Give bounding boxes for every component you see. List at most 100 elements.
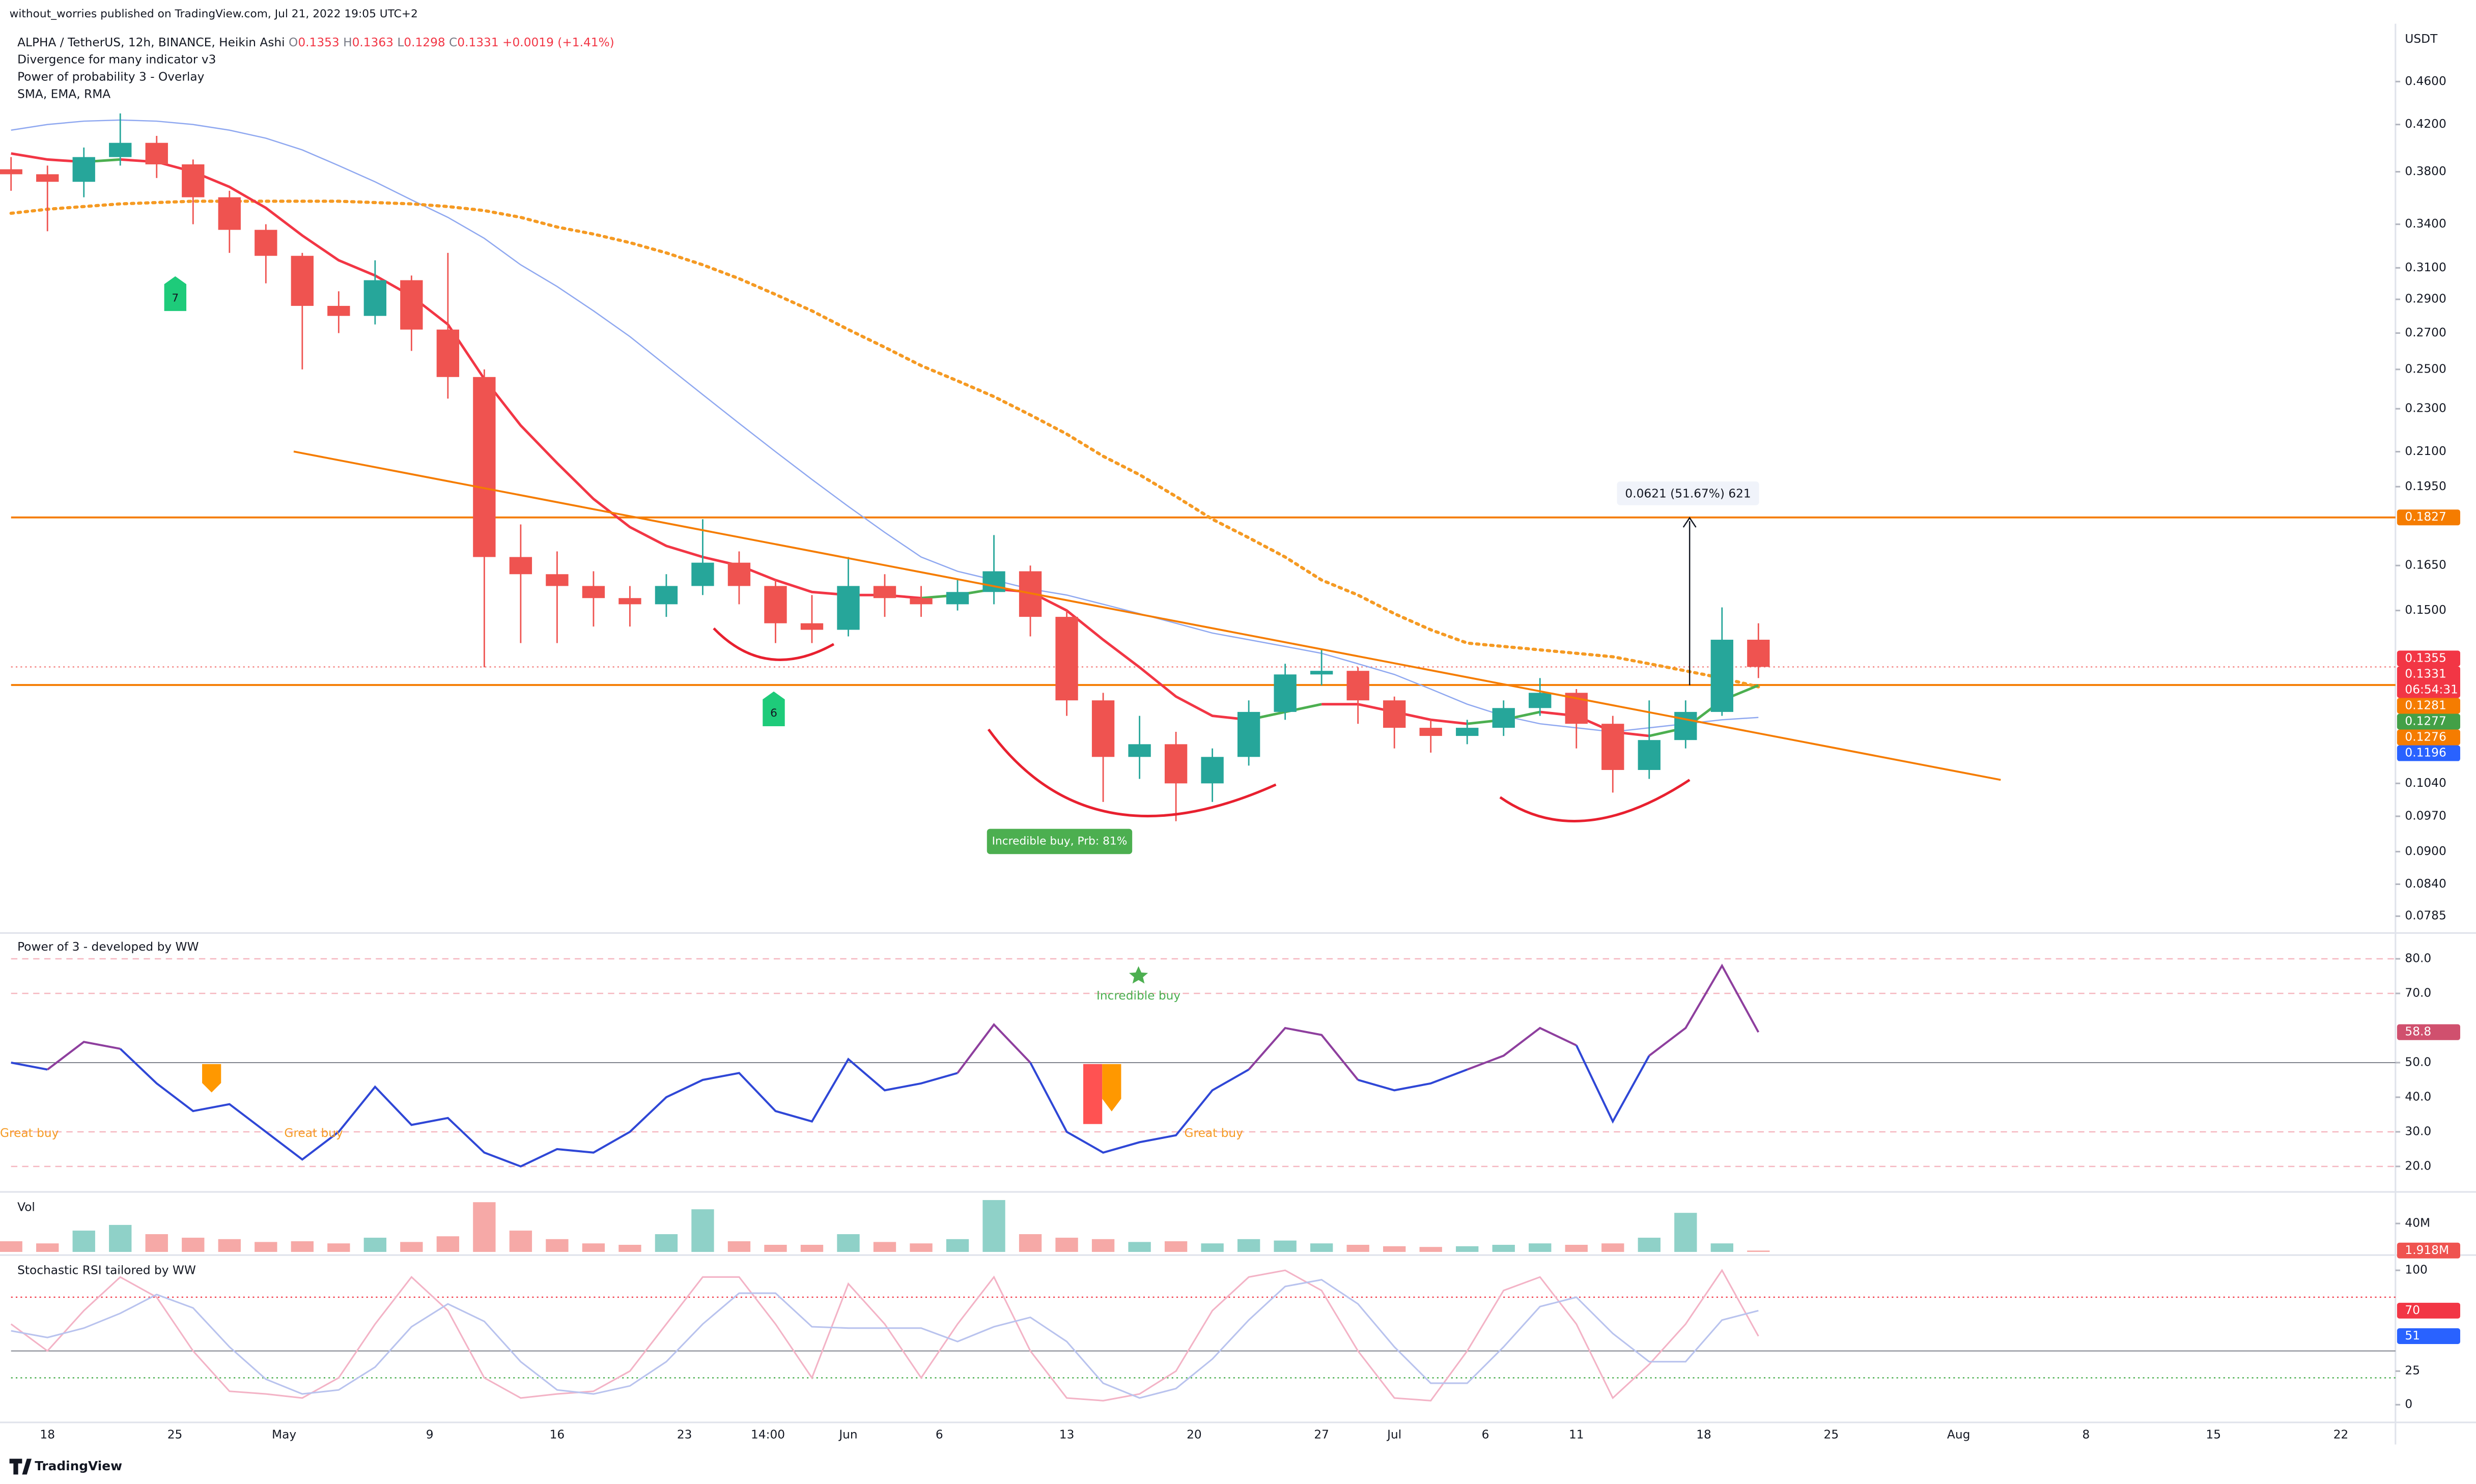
volume-bar xyxy=(145,1234,168,1252)
y-tick-label: 0.0900 xyxy=(2405,844,2446,858)
volume-bar xyxy=(1346,1245,1369,1252)
y-tick-label: 20.0 xyxy=(2405,1159,2431,1173)
osc-flag xyxy=(202,1064,221,1093)
y-tick-label: 0.0970 xyxy=(2405,809,2446,822)
candle-body xyxy=(1310,671,1333,675)
ohlc-value: 0.1363 xyxy=(352,35,393,49)
x-tick-label: May xyxy=(272,1428,296,1441)
candle-body xyxy=(1747,640,1770,667)
x-tick-label: Aug xyxy=(1947,1428,1970,1441)
volume-bar xyxy=(727,1241,751,1252)
change: +0.0019 (+1.41%) xyxy=(502,35,614,49)
osc-annotation: Great buy xyxy=(284,1126,343,1140)
x-tick-label: 25 xyxy=(1824,1428,1839,1441)
price-tag-label: 70 xyxy=(2405,1303,2420,1317)
arc-drawing xyxy=(713,627,835,661)
volume-bar xyxy=(1164,1241,1188,1252)
y-tick-label: 0.2300 xyxy=(2405,402,2446,415)
osc-flag xyxy=(1083,1064,1103,1124)
volume-bar xyxy=(1710,1243,1733,1252)
volume-bar xyxy=(327,1243,350,1252)
volume-bar xyxy=(946,1239,969,1252)
volume-bar xyxy=(509,1231,532,1252)
x-tick-label: 25 xyxy=(167,1428,183,1441)
line-series xyxy=(1539,710,1650,737)
volume-bar xyxy=(1638,1238,1661,1252)
volume-bar xyxy=(1601,1243,1624,1252)
volume-bar xyxy=(436,1236,460,1252)
volume-bar xyxy=(873,1242,896,1252)
y-tick-label: 0.1500 xyxy=(2405,603,2446,617)
candle-body xyxy=(1638,740,1661,770)
y-tick-label: 0.2700 xyxy=(2405,326,2446,339)
line-series xyxy=(1248,1026,1359,1081)
volume-bar xyxy=(1201,1243,1224,1252)
candle-body xyxy=(691,562,714,586)
candle-body xyxy=(1128,744,1151,757)
y-tick-label: 0.2900 xyxy=(2405,292,2446,306)
price-tag xyxy=(2397,745,2460,761)
marker-shield xyxy=(164,276,187,311)
volume-bar xyxy=(1747,1250,1770,1252)
y-tick-label: 0.1650 xyxy=(2405,558,2446,572)
indicator-name: Power of probability 3 - Overlay xyxy=(17,70,205,84)
y-tick-label: 0.1040 xyxy=(2405,776,2446,790)
candle-body xyxy=(1456,728,1479,736)
candle-body xyxy=(1091,700,1115,757)
x-tick-label: 22 xyxy=(2333,1428,2349,1441)
price-tag-label: 0.1331 xyxy=(2405,667,2446,680)
x-tick-label: Jun xyxy=(838,1428,857,1441)
y-tick-label: 40.0 xyxy=(2405,1090,2431,1104)
marker-label: 7 xyxy=(172,292,179,304)
volume-bar xyxy=(72,1231,95,1252)
ohlc-value: 0.1353 xyxy=(298,35,339,49)
y-tick-label: 0.1950 xyxy=(2405,479,2446,493)
volume-bar xyxy=(363,1238,387,1252)
candle-body xyxy=(473,377,496,557)
line-series xyxy=(1649,684,1759,737)
candle-body xyxy=(873,586,896,598)
arc-drawing xyxy=(987,728,1277,818)
price-tag xyxy=(2397,666,2460,698)
price-tag-label: 58.8 xyxy=(2405,1025,2431,1039)
x-tick-label: 23 xyxy=(677,1428,692,1441)
brand: TradingView xyxy=(35,1459,122,1473)
y-tick-label: 0.0785 xyxy=(2405,909,2446,923)
price-tag xyxy=(2397,650,2460,667)
x-tick-label: 11 xyxy=(1569,1428,1584,1441)
x-tick-label: 9 xyxy=(426,1428,434,1441)
candle-body xyxy=(946,592,969,605)
marker-label: 6 xyxy=(770,707,777,720)
volume-bar xyxy=(1674,1213,1697,1252)
price-tag-label: 0.1827 xyxy=(2405,510,2446,524)
price-tag xyxy=(2397,1024,2460,1040)
line-series xyxy=(9,199,1760,689)
osc-star xyxy=(1129,966,1148,984)
candle-body xyxy=(182,164,205,197)
osc-annotation: Great buy xyxy=(1185,1126,1244,1140)
y-tick-label: 40M xyxy=(2405,1216,2430,1230)
y-tick-label: 80.0 xyxy=(2405,952,2431,965)
volume-bar xyxy=(910,1243,933,1252)
volume-bar xyxy=(837,1234,860,1252)
candle-body xyxy=(800,623,824,630)
price-tag xyxy=(2397,1302,2460,1319)
x-tick-label: 6 xyxy=(1482,1428,1489,1441)
candle-body xyxy=(327,306,350,316)
candle-body xyxy=(0,169,22,175)
candle-body xyxy=(1419,728,1442,736)
candle-body xyxy=(1383,700,1406,728)
osc-annotation: Great buy xyxy=(0,1126,59,1140)
candle-body xyxy=(218,197,241,230)
volume-bar xyxy=(1419,1247,1442,1252)
volume-bar xyxy=(691,1209,714,1252)
candle-body xyxy=(145,142,168,164)
x-tick-label: 18 xyxy=(40,1428,55,1441)
y-tick-label: 100 xyxy=(2405,1263,2427,1277)
x-tick-label: 18 xyxy=(1696,1428,1711,1441)
candle-body xyxy=(1237,711,1260,757)
y-tick-label: 0.3100 xyxy=(2405,261,2446,274)
line-series xyxy=(46,1041,121,1071)
price-tag xyxy=(2397,698,2460,714)
